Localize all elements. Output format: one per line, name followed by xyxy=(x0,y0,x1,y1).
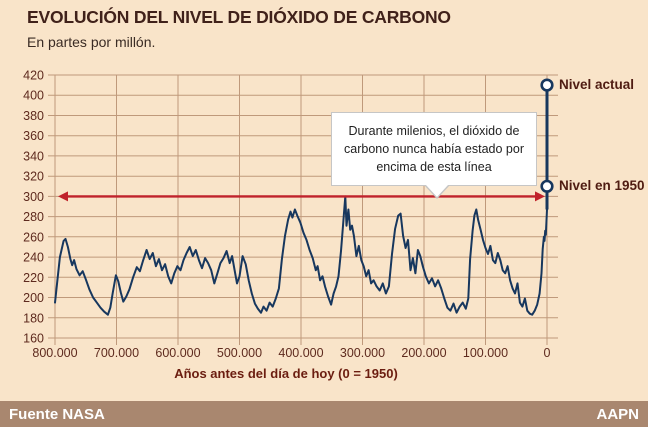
x-tick-label: 0 xyxy=(544,346,551,360)
y-tick-label: 380 xyxy=(23,109,44,123)
y-tick-label: 280 xyxy=(23,210,44,224)
y-tick-label: 260 xyxy=(23,230,44,244)
level-marker-circle xyxy=(540,179,554,193)
level-marker-circle xyxy=(540,78,554,92)
x-tick-label: 800.000 xyxy=(32,346,77,360)
x-axis-title: Años antes del día de hoy (0 = 1950) xyxy=(174,366,398,381)
y-tick-label: 320 xyxy=(23,170,44,184)
y-tick-label: 300 xyxy=(23,190,44,204)
page-title: EVOLUCIÓN DEL NIVEL DE DIÓXIDO DE CARBON… xyxy=(27,7,451,27)
co2-line-chart: 420 400 380 360 340 320 300 280 260 240 220 200 180 1… xyxy=(23,69,558,360)
x-tick-label: 200.000 xyxy=(401,346,446,360)
x-tick-label: 700.000 xyxy=(94,346,139,360)
x-tick-label: 100.000 xyxy=(463,346,508,360)
chart-canvas: 420 400 380 360 340 320 300 280 260 240 220 200 180 1… xyxy=(0,0,648,401)
footer-credit: AAPN xyxy=(596,405,639,423)
threshold-arrow-left xyxy=(58,191,68,202)
co2-series-line xyxy=(54,195,548,316)
y-tick-label: 240 xyxy=(23,251,44,265)
marker-label-nivel-actual: Nivel actual xyxy=(559,77,635,92)
x-tick-label: 500.000 xyxy=(217,346,262,360)
x-tick-label: 400.000 xyxy=(278,346,323,360)
y-tick-label: 160 xyxy=(23,332,44,346)
x-tick-label: 300.000 xyxy=(340,346,385,360)
y-tick-label: 180 xyxy=(23,311,44,325)
footer-bar: Fuente NASA AAPN xyxy=(0,401,648,427)
x-tick-label: 600.000 xyxy=(155,346,200,360)
y-tick-label: 420 xyxy=(23,69,44,83)
y-tick-label: 220 xyxy=(23,271,44,285)
y-tick-label: 340 xyxy=(23,149,44,163)
y-tick-label: 400 xyxy=(23,89,44,103)
threshold-arrow-right xyxy=(535,191,545,202)
annotation-bubble: Durante milenios, el dióxido de carbono … xyxy=(331,112,537,200)
footer-source: Fuente NASA xyxy=(9,405,105,423)
y-tick-label: 360 xyxy=(23,129,44,143)
page-subtitle: En partes por millón. xyxy=(27,34,156,50)
y-tick-label: 200 xyxy=(23,291,44,305)
marker-label-nivel-1950: Nivel en 1950 xyxy=(559,178,645,193)
